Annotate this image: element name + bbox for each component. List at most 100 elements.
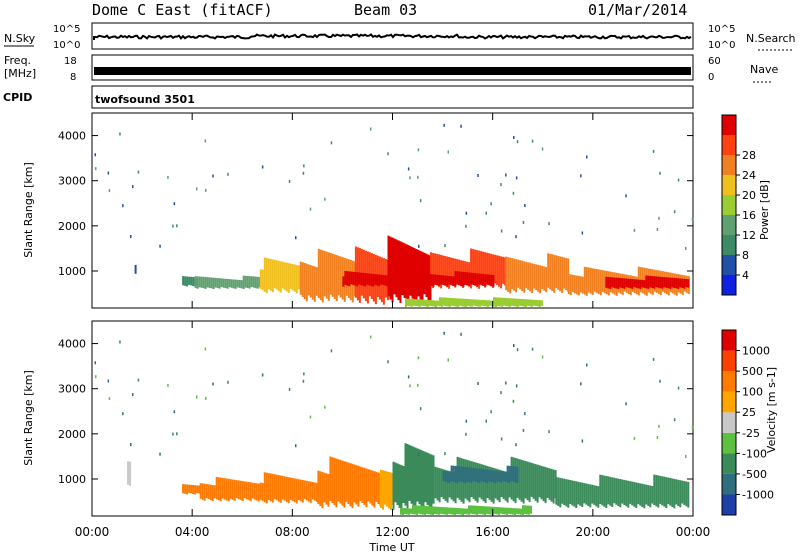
data-cell [450, 507, 452, 515]
data-cell [545, 267, 548, 293]
data-cell [548, 468, 551, 500]
velocity-colorbar-label: Velocity [m s-1] [765, 367, 778, 453]
data-cell [210, 277, 213, 289]
data-cell [476, 468, 479, 483]
colorbar-tick-label: 8 [742, 249, 749, 262]
data-cell [226, 278, 229, 289]
data-cell [401, 242, 404, 295]
data-cell [204, 277, 207, 289]
data-cell [360, 249, 363, 296]
data-point [407, 375, 410, 379]
data-cell [212, 277, 215, 289]
data-cell [261, 269, 264, 291]
data-cell [430, 454, 433, 511]
data-point [658, 216, 660, 220]
data-point [515, 176, 518, 180]
data-cell [486, 274, 489, 285]
data-cell [359, 466, 362, 501]
colorbar-tick-label: 24 [742, 169, 756, 182]
data-cell [372, 273, 375, 287]
data-cell [297, 479, 300, 500]
data-cell [426, 452, 429, 505]
data-cell [209, 484, 212, 500]
data-cell [388, 275, 391, 285]
data-point [516, 348, 519, 352]
data-cell [470, 467, 473, 483]
data-cell [508, 472, 511, 498]
data-cell [182, 484, 185, 494]
data-point [656, 436, 659, 439]
data-cell [450, 257, 453, 285]
data-cell [411, 298, 413, 307]
data-point [159, 244, 161, 248]
power-ylabel: Slant Range [km] [22, 162, 35, 258]
data-cell [629, 481, 632, 504]
data-cell [549, 253, 552, 290]
data-cell [579, 276, 582, 293]
data-point [302, 379, 305, 383]
data-cell [267, 473, 270, 500]
data-cell [625, 480, 628, 507]
data-cell [408, 508, 410, 515]
data-cell [504, 257, 507, 286]
data-cell [523, 299, 525, 307]
data-cell [509, 298, 511, 307]
data-point [541, 355, 544, 359]
data-point [513, 344, 515, 347]
data-cell [677, 278, 680, 289]
colorbar-segment [722, 453, 736, 474]
data-cell [406, 508, 408, 515]
data-point [516, 140, 519, 144]
data-point [130, 443, 132, 446]
data-cell [505, 256, 508, 291]
data-cell [673, 478, 676, 509]
data-point [387, 360, 389, 364]
data-point [409, 176, 411, 180]
data-cell [421, 299, 423, 306]
data-cell [535, 299, 537, 306]
data-cell [623, 479, 626, 505]
data-cell [669, 277, 672, 289]
data-point [176, 224, 178, 228]
data-point [330, 141, 333, 145]
data-cell [315, 482, 318, 502]
data-point [132, 393, 134, 397]
data-cell [468, 505, 470, 515]
data-cell [559, 477, 562, 508]
data-cell [540, 465, 543, 500]
data-cell [259, 269, 262, 289]
x-tick-label: 00:00 [676, 525, 711, 539]
data-cell [557, 255, 560, 290]
data-cell [649, 275, 652, 288]
data-cell [307, 264, 310, 296]
data-cell [465, 298, 467, 307]
data-cell [597, 269, 600, 294]
data-point [625, 402, 627, 406]
data-cell [653, 474, 656, 505]
data-cell [293, 478, 296, 503]
data-cell [675, 278, 678, 289]
data-cell [394, 462, 397, 503]
data-cell [583, 266, 586, 295]
data-cell [331, 253, 334, 297]
noise-panel-frame [91, 22, 694, 50]
data-cell [645, 275, 648, 289]
data-cell [655, 475, 658, 507]
data-cell [400, 507, 402, 515]
noise-right-tick-bottom: 10^0 [708, 40, 735, 51]
colorbar-tick-label: 100 [742, 386, 763, 399]
data-cell [267, 258, 270, 290]
data-cell [327, 474, 330, 507]
data-cell [470, 505, 472, 514]
data-cell [472, 468, 475, 481]
data-cell [343, 461, 346, 508]
nave-tick-bottom: 0 [708, 72, 714, 83]
velocity-ylabel: Slant Range [km] [22, 370, 35, 466]
data-point [309, 207, 312, 211]
data-cell [441, 297, 443, 307]
data-cell [651, 276, 654, 289]
data-cell [544, 467, 547, 504]
data-cell [597, 486, 600, 508]
data-cell [486, 469, 489, 484]
data-cell [517, 259, 520, 288]
